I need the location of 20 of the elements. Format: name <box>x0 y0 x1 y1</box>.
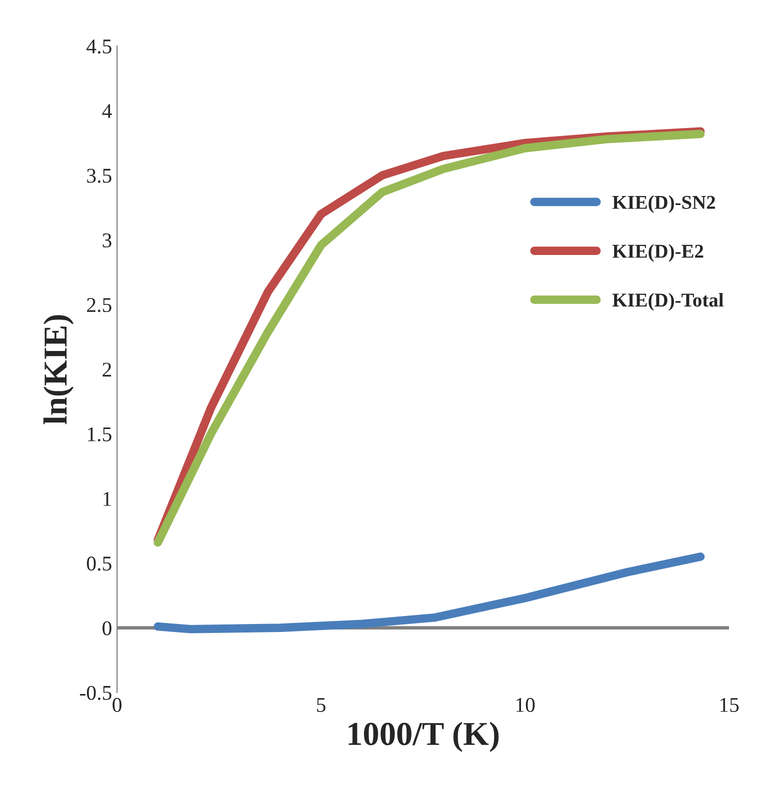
y-tick-label: 0 <box>102 621 112 636</box>
y-tick-label: 4.5 <box>86 40 112 54</box>
y-tick-label: 3 <box>102 233 112 248</box>
x-tick-label: 0 <box>112 698 122 712</box>
legend-label: KIE(D)-E2 <box>612 244 704 262</box>
x-tick-label: 15 <box>720 698 739 712</box>
y-tick-label: 1.5 <box>88 427 112 442</box>
y-tick-label: 3.5 <box>87 168 112 183</box>
y-axis-title: ln(KIE) <box>43 315 74 424</box>
y-tick-label: -0.5 <box>80 686 112 700</box>
y-tick-label: 2 <box>102 362 112 376</box>
y-tick-label: 4 <box>102 104 112 118</box>
legend-label: KIE(D)-Total <box>612 293 724 311</box>
x-tick-label: 5 <box>317 698 326 712</box>
x-axis-title: 1000/T (K) <box>348 722 499 752</box>
y-tick-label: 1 <box>104 492 111 506</box>
legend-label: KIE(D)-SN2 <box>612 195 716 213</box>
y-tick-label: 0.5 <box>86 556 112 571</box>
x-tick-label: 10 <box>516 698 535 712</box>
y-tick-label: 2.5 <box>87 298 112 312</box>
